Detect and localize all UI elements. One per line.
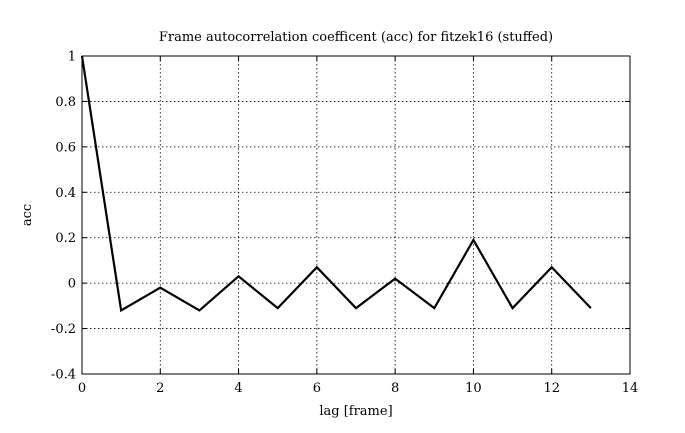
series-line-0 bbox=[80, 55, 592, 313]
y-tick-label: 0.4 bbox=[55, 186, 76, 201]
x-tick-label: 6 bbox=[313, 381, 321, 396]
x-tick-label: 0 bbox=[78, 381, 86, 396]
y-tick-label: 1 bbox=[68, 50, 76, 65]
y-tick-label: 0.2 bbox=[55, 231, 76, 246]
y-tick-label: 0.8 bbox=[55, 95, 76, 110]
y-axis-label: acc bbox=[20, 204, 35, 226]
y-tick-label: 0 bbox=[68, 277, 76, 292]
x-tick-label: 4 bbox=[234, 381, 242, 396]
y-tick-labels: -0.4 -0.2 0 0.2 0.4 0.6 0.8 1 bbox=[51, 50, 76, 383]
y-tick-label: 0.6 bbox=[55, 140, 76, 155]
tick-marks bbox=[81, 55, 631, 375]
plot-area-frame bbox=[81, 55, 631, 375]
x-tick-label: 14 bbox=[622, 381, 639, 396]
chart-title: Frame autocorrelation coefficent (acc) f… bbox=[159, 30, 553, 45]
x-tick-label: 2 bbox=[156, 381, 164, 396]
x-tick-label: 10 bbox=[465, 381, 482, 396]
series-layer bbox=[80, 55, 592, 313]
x-tick-labels: 0 2 4 6 8 10 12 14 bbox=[78, 381, 638, 396]
grid-lines bbox=[82, 56, 630, 374]
x-tick-label: 8 bbox=[391, 381, 399, 396]
x-axis-label: lag [frame] bbox=[319, 404, 392, 419]
x-tick-label: 12 bbox=[543, 381, 560, 396]
y-tick-label: -0.2 bbox=[51, 322, 76, 337]
y-tick-label: -0.4 bbox=[51, 368, 76, 383]
